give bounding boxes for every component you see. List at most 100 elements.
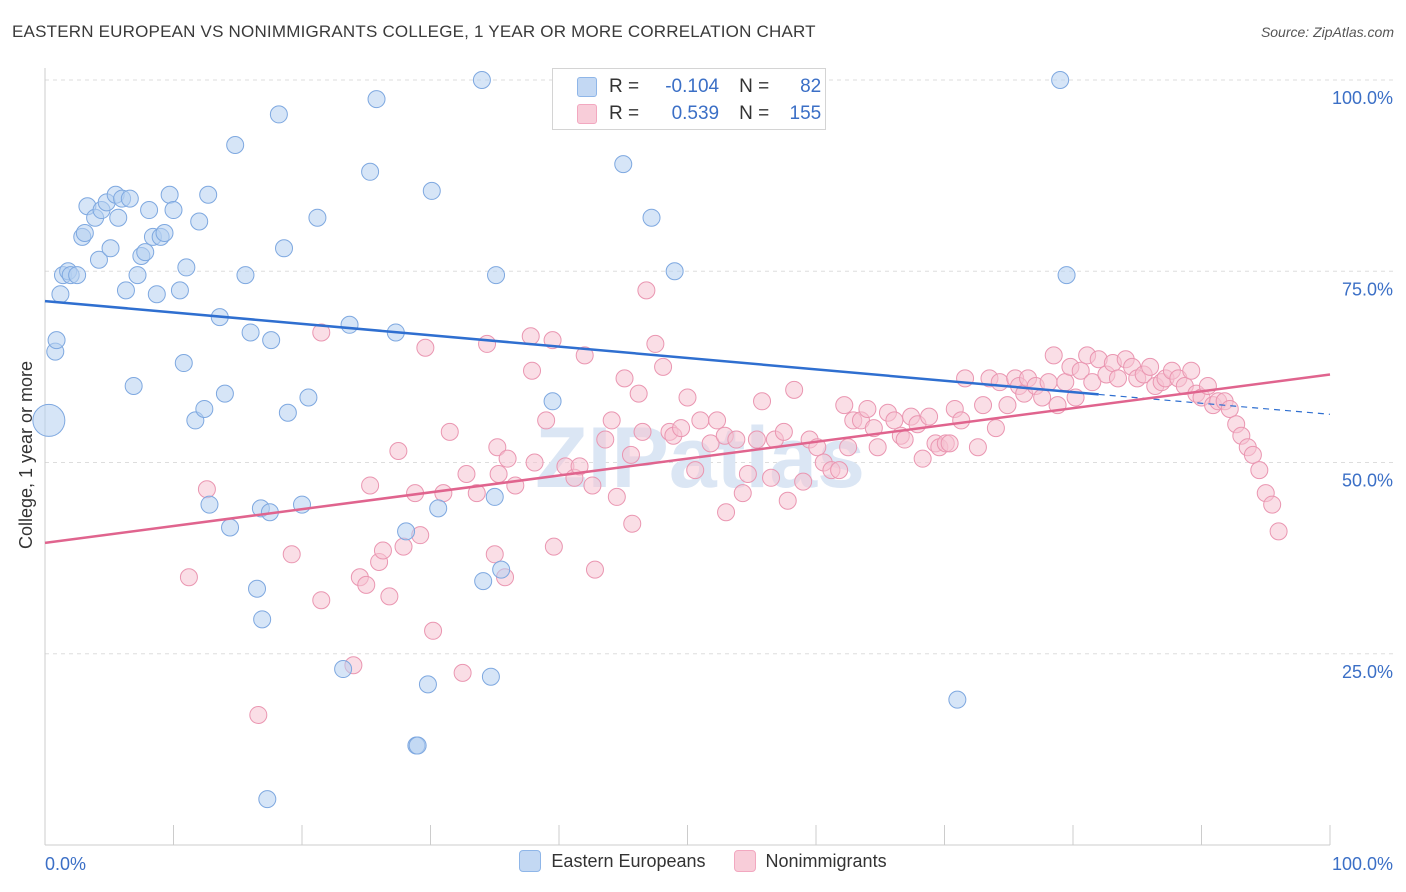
nonimmigrants-point	[738, 464, 757, 483]
eastern-europeans-point	[278, 403, 297, 422]
n-value: 82	[800, 76, 822, 97]
nonimmigrants-point	[762, 468, 781, 487]
eastern-europeans-point	[101, 239, 120, 258]
eastern-europeans-point	[124, 377, 143, 395]
nonimmigrants-point	[830, 461, 849, 480]
eastern-europeans-point	[136, 243, 155, 262]
nonimmigrants-point	[478, 334, 497, 353]
nonimmigrants-point	[864, 419, 883, 438]
nonimmigrants-point	[440, 422, 459, 441]
eastern-europeans-point	[269, 105, 288, 124]
eastern-europeans-point	[147, 285, 166, 304]
nonimmigrants-point	[1033, 388, 1052, 407]
nonimmigrants-point	[733, 484, 752, 503]
nonimmigrants-point	[523, 361, 542, 380]
eastern-europeans-point	[408, 736, 427, 755]
eastern-europeans-point	[481, 667, 500, 686]
nonimmigrants-point	[282, 545, 301, 564]
nonimmigrants-point	[312, 323, 331, 342]
nonimmigrants-point	[1071, 361, 1090, 380]
nonimmigrants-point	[1141, 357, 1160, 376]
nonimmigrants-point	[920, 407, 939, 426]
eastern-europeans-point	[160, 185, 179, 204]
pink-swatch	[733, 850, 756, 872]
nonimmigrants-point	[794, 472, 813, 491]
chart-title: EASTERN EUROPEAN VS NONIMMIGRANTS COLLEG…	[12, 22, 816, 41]
nonimmigrants-point	[1243, 445, 1262, 464]
nonimmigrants-point	[575, 346, 594, 365]
y-tick-label: 50.0%	[1342, 471, 1393, 491]
nonimmigrants-point	[895, 430, 914, 449]
r-value: 0.539	[671, 103, 720, 124]
nonimmigrants-point	[785, 380, 804, 399]
nonimmigrants-point	[357, 575, 376, 594]
nonimmigrants-point	[952, 411, 971, 430]
nonimmigrants-point	[457, 464, 476, 483]
nonimmigrants-point	[1250, 461, 1269, 480]
nonimmigrants-point	[708, 411, 727, 430]
eastern-europeans-point	[236, 266, 255, 285]
nonimmigrants-point	[1083, 373, 1102, 392]
source-label: Source: ZipAtlas.com	[1260, 24, 1394, 40]
series-legend: Eastern Europeans Nonimmigrants	[0, 850, 1406, 872]
nonimmigrants-point	[389, 442, 408, 461]
eastern-europeans-point	[68, 266, 87, 285]
eastern-europeans-point	[258, 790, 277, 809]
nonimmigrants-point	[1269, 522, 1288, 541]
nonimmigrants-point	[394, 537, 413, 556]
eastern-europeans-point	[253, 610, 272, 629]
legend-row-eastern-europeans: R = -0.104 N = 82	[577, 74, 821, 100]
nonimmigrants-point	[543, 331, 562, 350]
nonimmigrants-point	[1182, 361, 1201, 380]
eastern-europeans-point	[140, 201, 159, 220]
eastern-europeans-point	[199, 185, 218, 204]
eastern-europeans-point	[340, 315, 359, 334]
legend-item-nonimmigrants: Nonimmigrants	[733, 850, 887, 872]
legend-row-nonimmigrants: R = 0.539 N = 155	[577, 101, 821, 127]
eastern-europeans-point	[487, 266, 506, 285]
nonimmigrants-point	[637, 281, 656, 300]
eastern-europeans-point	[226, 136, 245, 155]
eastern-europeans-point	[89, 250, 108, 269]
eastern-europeans-point	[221, 518, 240, 537]
nonimmigrants-point	[416, 338, 435, 357]
r-value: -0.104	[665, 76, 720, 97]
nonimmigrants-point	[727, 430, 746, 449]
eastern-europeans-point	[164, 201, 183, 220]
eastern-europeans-point	[177, 258, 196, 277]
pink-swatch	[577, 104, 597, 124]
eastern-europeans-point	[174, 354, 193, 373]
nonimmigrants-points	[179, 281, 1288, 724]
nonimmigrants-point	[885, 411, 904, 430]
eastern-europeans-point	[116, 281, 135, 300]
nonimmigrants-point	[633, 422, 652, 441]
nonimmigrants-point	[998, 396, 1017, 415]
eastern-europeans-point	[472, 71, 491, 89]
nonimmigrants-point	[380, 587, 399, 606]
eastern-europeans-point	[1057, 266, 1076, 285]
eastern-europeans-point	[485, 487, 504, 506]
nonimmigrants-point	[717, 503, 736, 522]
nonimmigrants-point	[774, 422, 793, 441]
eastern-europeans-trend-line	[44, 299, 1099, 396]
nonimmigrants-point	[596, 430, 615, 449]
nonimmigrants-point	[686, 461, 705, 480]
nonimmigrants-point	[868, 438, 887, 457]
nonimmigrants-point	[489, 464, 508, 483]
eastern-europeans-point	[75, 224, 94, 242]
legend-item-eastern-europeans: Eastern Europeans	[519, 850, 706, 872]
eastern-europeans-trend-extension	[1098, 393, 1331, 415]
nonimmigrants-point	[646, 334, 665, 353]
nonimmigrants-point	[621, 445, 640, 464]
nonimmigrants-point	[990, 373, 1009, 392]
nonimmigrants-trend-line	[44, 373, 1331, 545]
eastern-europeans-point	[429, 499, 448, 518]
x-tick-label: 0.0%	[45, 854, 86, 874]
blue-swatch	[577, 77, 597, 97]
eastern-europeans-point	[51, 285, 70, 304]
nonimmigrants-point	[585, 560, 604, 579]
nonimmigrants-point	[1108, 369, 1127, 388]
nonimmigrants-point	[583, 476, 602, 495]
eastern-europeans-point	[299, 388, 318, 407]
eastern-europeans-point	[200, 495, 219, 514]
